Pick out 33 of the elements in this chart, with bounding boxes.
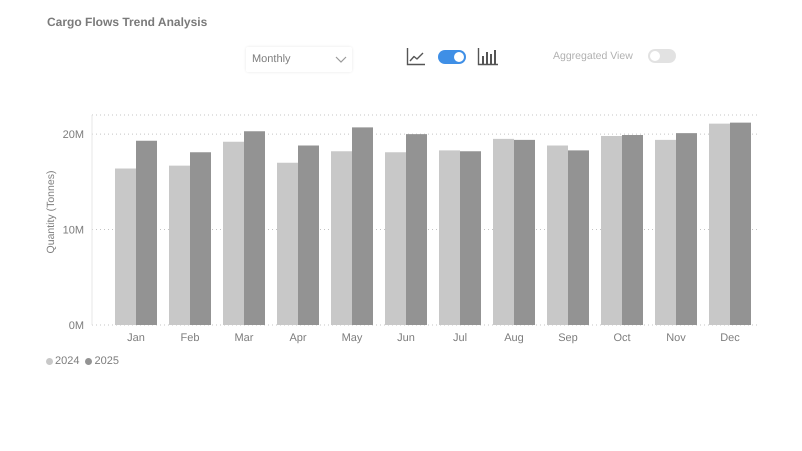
bar xyxy=(460,151,481,325)
bar xyxy=(244,131,265,325)
y-tick-label: 10M xyxy=(62,224,84,236)
bar xyxy=(676,133,697,325)
x-tick-label: Jul xyxy=(452,332,468,344)
dropdown: Monthly xyxy=(246,47,352,72)
bar xyxy=(298,146,319,325)
x-tick-label: Mar xyxy=(234,332,254,344)
x-tick-label: Oct xyxy=(613,332,631,344)
chart-title: Cargo Flows Trend Analysis xyxy=(47,15,208,29)
bar xyxy=(136,140,157,325)
x-tick-label: Jun xyxy=(397,332,415,344)
bar xyxy=(568,150,589,325)
y-tick-label: 0M xyxy=(68,320,84,332)
x-tick-label: Aug xyxy=(504,332,524,344)
y-axis-title: Quantity (Tonnes) xyxy=(45,170,57,254)
bar xyxy=(352,127,373,325)
bar xyxy=(406,134,427,325)
x-tick-label: Feb xyxy=(180,332,200,344)
legend-label: 2024 xyxy=(55,355,80,367)
x-tick-label: Dec xyxy=(720,332,740,344)
bar xyxy=(190,152,211,325)
x-tick-label: Apr xyxy=(289,332,307,344)
x-tick-label: Jan xyxy=(127,332,145,344)
text: Aggregated View xyxy=(553,50,633,62)
x-tick-label: May xyxy=(342,332,363,344)
bar xyxy=(730,122,751,325)
bar xyxy=(622,135,643,325)
legend-label: 2025 xyxy=(94,355,119,367)
x-tick-label: Sep xyxy=(558,332,578,344)
x-tick-label: Nov xyxy=(666,332,686,344)
y-tick-label: 20M xyxy=(62,128,84,141)
bar xyxy=(514,140,535,325)
